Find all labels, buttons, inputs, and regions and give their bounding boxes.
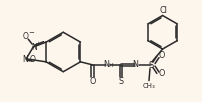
- Text: H: H: [108, 63, 113, 68]
- Text: N: N: [22, 55, 28, 64]
- Text: O: O: [157, 69, 164, 78]
- Text: O: O: [29, 55, 35, 64]
- Text: N: N: [103, 60, 109, 69]
- Text: +: +: [35, 41, 40, 46]
- Text: O: O: [22, 32, 28, 41]
- Text: Cl: Cl: [159, 6, 167, 15]
- Text: O: O: [89, 77, 95, 86]
- Text: S: S: [118, 77, 123, 86]
- Text: S: S: [148, 61, 153, 70]
- Text: CH₃: CH₃: [142, 83, 155, 89]
- Text: −: −: [28, 30, 34, 36]
- Text: N: N: [31, 43, 37, 52]
- Text: O: O: [157, 51, 164, 60]
- Text: N: N: [132, 60, 137, 69]
